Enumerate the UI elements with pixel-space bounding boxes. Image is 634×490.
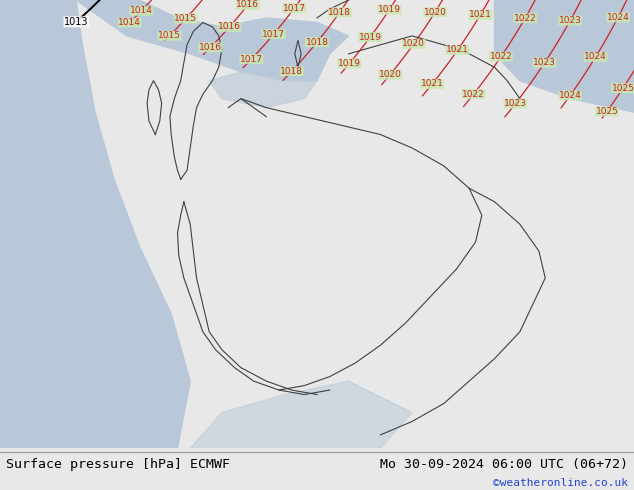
Text: 1017: 1017 xyxy=(283,4,306,13)
Text: 1017: 1017 xyxy=(262,29,285,39)
Text: 1023: 1023 xyxy=(504,99,527,108)
Text: 1016: 1016 xyxy=(199,43,222,52)
Text: 1023: 1023 xyxy=(533,58,556,67)
Text: 1019: 1019 xyxy=(338,59,361,68)
Text: 1023: 1023 xyxy=(559,16,581,25)
Text: 1021: 1021 xyxy=(469,10,492,20)
Text: 1016: 1016 xyxy=(236,0,259,9)
Text: 1022: 1022 xyxy=(489,52,512,61)
Text: 1015: 1015 xyxy=(158,31,181,40)
Text: Mo 30-09-2024 06:00 UTC (06+72): Mo 30-09-2024 06:00 UTC (06+72) xyxy=(380,458,628,471)
Text: 1015: 1015 xyxy=(174,14,197,23)
Text: 1016: 1016 xyxy=(218,23,241,31)
Text: 1025: 1025 xyxy=(612,84,634,93)
Text: 1022: 1022 xyxy=(462,90,485,98)
Text: 1014: 1014 xyxy=(118,18,141,27)
Text: 1013: 1013 xyxy=(64,17,89,27)
Text: 1018: 1018 xyxy=(328,8,351,17)
Text: 1020: 1020 xyxy=(378,70,401,79)
Text: Surface pressure [hPa] ECMWF: Surface pressure [hPa] ECMWF xyxy=(6,458,230,471)
Text: 1018: 1018 xyxy=(280,67,304,75)
Text: 1020: 1020 xyxy=(403,39,425,49)
Text: 1014: 1014 xyxy=(130,6,153,15)
Text: 1021: 1021 xyxy=(421,79,444,89)
Text: 1024: 1024 xyxy=(559,91,581,100)
Polygon shape xyxy=(0,0,190,448)
Text: 1019: 1019 xyxy=(378,5,401,14)
Text: 1019: 1019 xyxy=(359,32,382,42)
Text: 1024: 1024 xyxy=(584,52,607,61)
Text: 1020: 1020 xyxy=(424,8,446,17)
Text: 1024: 1024 xyxy=(607,13,630,22)
Text: 1025: 1025 xyxy=(595,107,618,116)
Polygon shape xyxy=(495,0,634,112)
Text: 1017: 1017 xyxy=(240,54,263,64)
Polygon shape xyxy=(190,381,412,448)
Text: ©weatheronline.co.uk: ©weatheronline.co.uk xyxy=(493,477,628,488)
Text: 1021: 1021 xyxy=(446,46,469,54)
Polygon shape xyxy=(0,0,349,81)
Polygon shape xyxy=(209,72,317,108)
Text: 1022: 1022 xyxy=(514,14,536,23)
Text: 1018: 1018 xyxy=(306,38,328,47)
